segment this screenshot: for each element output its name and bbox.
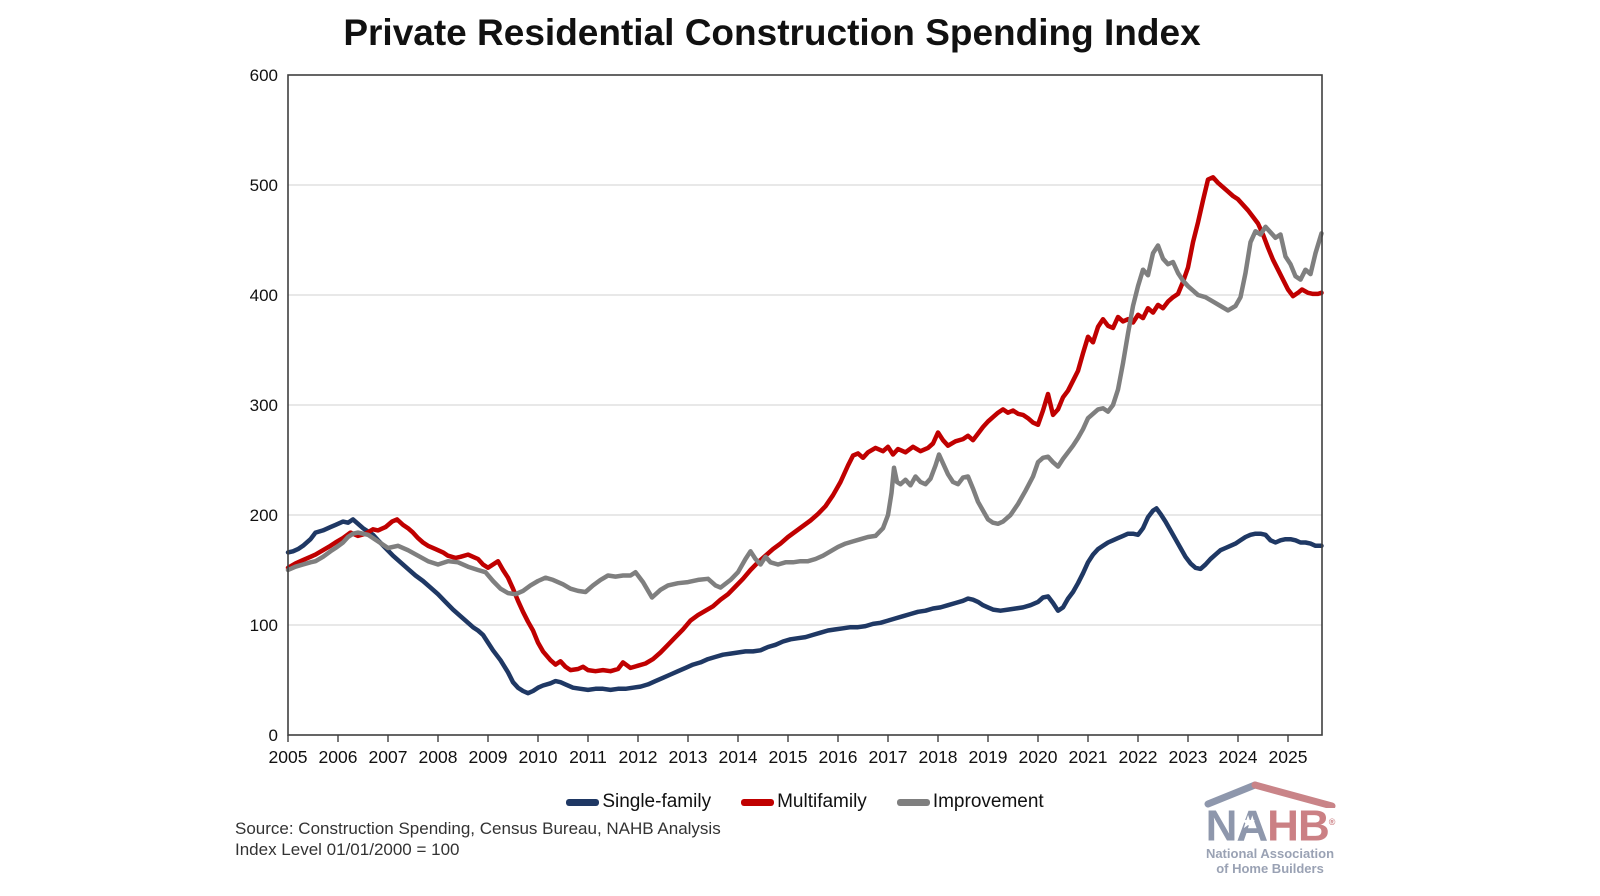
x-tick-label-2006: 2006 [319,747,358,767]
nahb-roof-icon [1204,781,1336,808]
y-tick-label-400: 400 [250,286,278,305]
x-tick-label-2018: 2018 [919,747,958,767]
y-tick-label-300: 300 [250,396,278,415]
index-base-line: Index Level 01/01/2000 = 100 [235,840,460,859]
logo-na-text: NA [1205,801,1269,851]
y-tick-label-100: 100 [250,616,278,635]
x-tick-label-2023: 2023 [1169,747,1208,767]
improvement-line-swatch-icon [896,798,930,806]
legend-item-multifamily: Multifamily [741,791,867,813]
x-tick-label-2010: 2010 [519,747,558,767]
legend-item-single-family: Single-family [566,791,711,813]
legend-label-multifamily: Multifamily [777,791,867,812]
x-tick-label-2011: 2011 [569,747,607,767]
x-tick-label-2024: 2024 [1219,747,1258,767]
x-tick-label-2025: 2025 [1269,747,1308,767]
multifamily-line-swatch-icon [741,798,775,806]
legend-label-improvement: Improvement [932,791,1044,812]
x-tick-label-2007: 2007 [369,747,408,767]
legend-label-single-family: Single-family [602,791,712,812]
x-tick-label-2008: 2008 [419,747,458,767]
source-note: Source: Construction Spending, Census Bu… [235,818,721,860]
y-tick-label-600: 600 [250,66,278,85]
series-line-single-family [285,506,1324,696]
y-tick-label-200: 200 [250,506,278,525]
series-line-multifamily [285,175,1324,674]
chart-title: Private Residential Construction Spendin… [343,12,1201,53]
x-tick-label-2015: 2015 [769,747,808,767]
x-tick-label-2013: 2013 [669,747,708,767]
y-tick-label-500: 500 [250,176,278,195]
nahb-logo-wordmark: NAHB® [1204,800,1336,849]
y-tick-label-0: 0 [269,726,278,745]
chart-legend: Single-family Multifamily Improvement [288,788,1322,816]
source-line: Source: Construction Spending, Census Bu… [235,819,721,838]
x-tick-label-2022: 2022 [1119,747,1158,767]
x-tick-label-2019: 2019 [969,747,1008,767]
x-tick-label-2005: 2005 [269,747,308,767]
series-line-improvement [285,224,1324,600]
x-tick-label-2017: 2017 [869,747,908,767]
plot-frame [287,74,1323,736]
logo-hb-text: HB [1267,801,1330,851]
registered-mark-icon: ® [1328,817,1336,827]
x-tick-label-2020: 2020 [1019,747,1058,767]
x-tick-label-2012: 2012 [619,747,658,767]
legend-item-improvement: Improvement [896,791,1044,813]
nahb-logo-tagline: National Association of Home Builders [1198,846,1342,876]
x-tick-label-2009: 2009 [469,747,508,767]
nahb-logo: NAHB® ★ National Association of Home Bui… [1198,778,1342,888]
tagline-line: National Association [1205,846,1335,861]
tagline-line: of Home Builders [1216,861,1324,876]
x-tick-label-2021: 2021 [1069,747,1108,767]
single-family-line-swatch-icon [566,798,600,806]
logo-star-icon: ★ [1240,812,1257,832]
x-tick-label-2014: 2014 [719,747,758,767]
x-tick-label-2016: 2016 [819,747,858,767]
